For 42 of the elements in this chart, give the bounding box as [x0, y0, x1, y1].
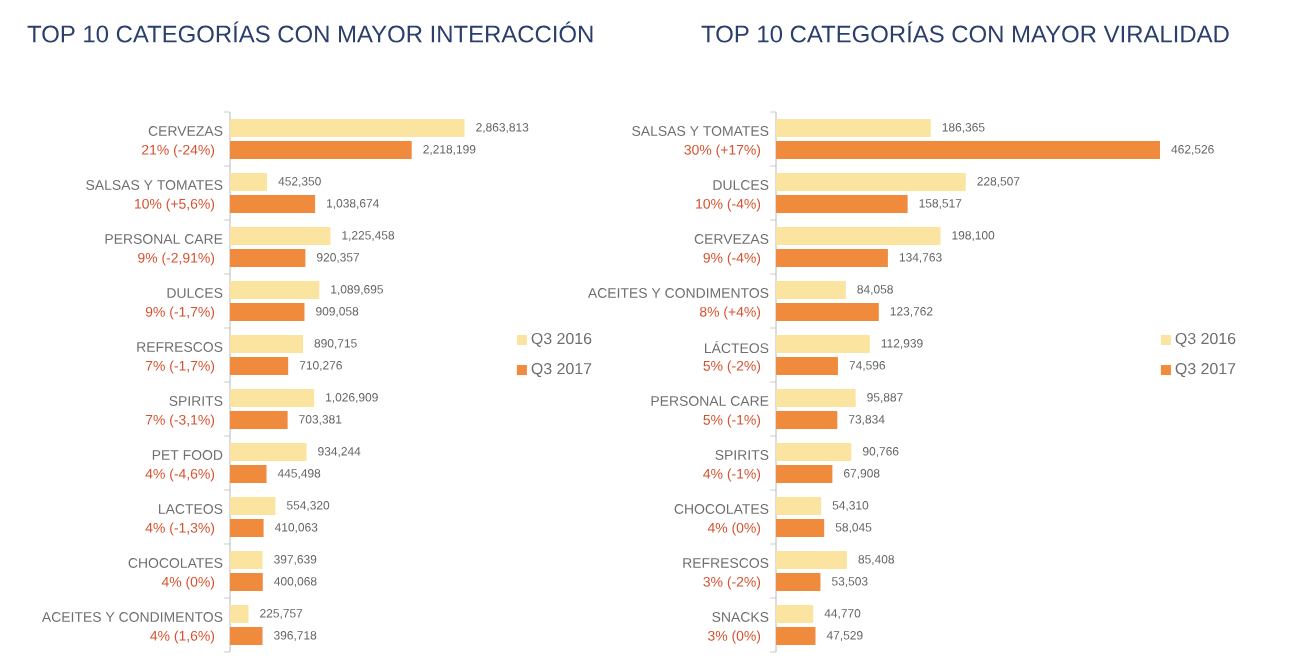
bar: [230, 573, 263, 592]
bar: [776, 357, 838, 376]
chart-title: TOP 10 CATEGORÍAS CON MAYOR VIRALIDAD: [701, 21, 1229, 43]
bar: [230, 605, 249, 624]
chart-title: TOP 10 CATEGORÍAS CON MAYOR INTERACCIÓN: [27, 21, 593, 43]
bar: [230, 465, 267, 484]
bar: [230, 173, 268, 191]
bar: [776, 443, 852, 462]
bar: [230, 519, 264, 538]
bar: [776, 465, 833, 484]
bar: [230, 443, 307, 462]
bar: [776, 335, 870, 354]
bar: [776, 573, 821, 592]
bar: [230, 627, 263, 646]
bar: [776, 281, 846, 299]
bar: [230, 303, 305, 321]
bar: [230, 195, 316, 213]
bar: [776, 249, 888, 267]
bar: [230, 227, 331, 245]
bar: [776, 519, 825, 538]
bar: [776, 627, 816, 646]
bar: [776, 497, 822, 516]
bar: [776, 227, 941, 245]
bar: [776, 605, 814, 624]
bar: [230, 281, 320, 299]
bar: [776, 303, 879, 321]
bar: [230, 411, 288, 430]
bar: [776, 119, 931, 137]
bar: [230, 497, 276, 516]
bar: [230, 335, 303, 354]
bar: [776, 195, 908, 213]
bar: [776, 411, 838, 430]
bar: [230, 551, 263, 570]
bar: [776, 551, 847, 570]
bar: [776, 173, 966, 191]
bar: [230, 141, 412, 159]
bar: [230, 119, 465, 137]
bar: [230, 357, 289, 376]
bar: [776, 141, 1161, 159]
bar: [230, 389, 315, 408]
bar: [230, 249, 306, 267]
bar: [776, 389, 856, 408]
